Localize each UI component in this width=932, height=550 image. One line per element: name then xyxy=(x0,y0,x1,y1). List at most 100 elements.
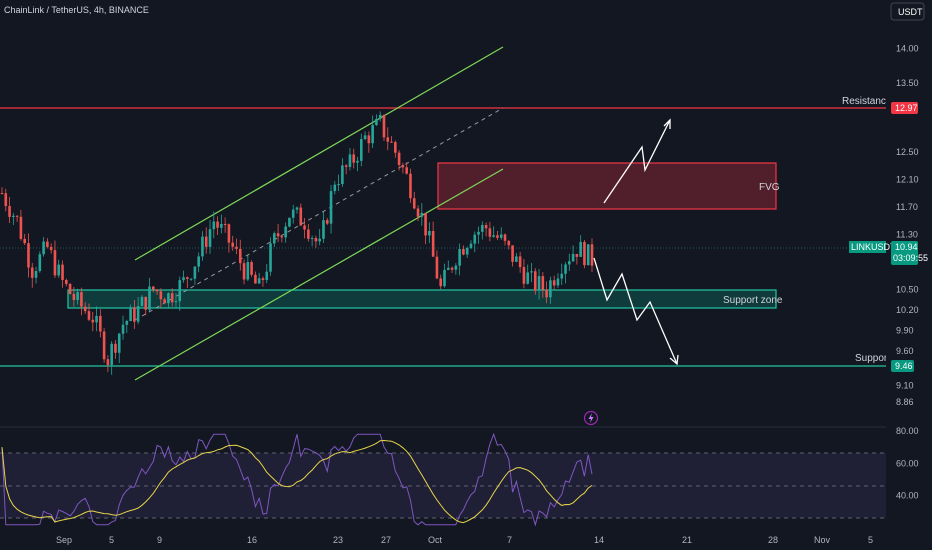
candle-body xyxy=(469,243,473,249)
candle-body xyxy=(57,264,61,276)
candle-body xyxy=(435,256,439,279)
candle-body xyxy=(208,229,212,247)
candle-body xyxy=(526,272,530,284)
candle-body xyxy=(537,276,541,291)
candle-body xyxy=(42,241,45,255)
candle-body xyxy=(299,207,303,226)
price-tick-label: 9.90 xyxy=(896,326,914,336)
candle-body xyxy=(49,246,53,251)
price-tick-label: 8.86 xyxy=(896,397,914,407)
candle-body xyxy=(216,221,219,228)
rsi-lines-group xyxy=(1,432,593,527)
candle-body xyxy=(186,277,189,279)
resistance-price-tag-text: 12.97 xyxy=(895,103,918,113)
candle-body xyxy=(549,280,552,298)
candle-body xyxy=(170,293,174,303)
candle-body xyxy=(80,292,83,307)
candle-body xyxy=(367,135,371,144)
candle-body xyxy=(220,223,223,228)
candle-body xyxy=(303,225,306,230)
candle-body xyxy=(83,306,87,312)
fvg-box[interactable] xyxy=(437,162,777,210)
candle-body xyxy=(174,301,178,303)
candle-body xyxy=(284,226,287,238)
candle-body xyxy=(46,241,49,247)
candle-body xyxy=(397,152,401,165)
time-tick-label: 5 xyxy=(109,535,114,545)
countdown-text: 03:09:55 xyxy=(893,253,928,263)
candle-body xyxy=(19,216,23,239)
bullish-projection-arrow[interactable] xyxy=(603,119,671,204)
candle-body xyxy=(193,266,197,279)
candle-body xyxy=(533,271,537,291)
price-axis[interactable] xyxy=(886,0,932,550)
candle-body xyxy=(579,241,582,257)
candle-body xyxy=(76,292,79,301)
currency-button[interactable] xyxy=(890,2,925,21)
candle-body xyxy=(450,267,454,270)
price-tick-label: 11.30 xyxy=(896,229,918,239)
channel-lower-line[interactable] xyxy=(134,168,504,381)
candle-body xyxy=(64,279,68,284)
candle-body xyxy=(322,220,325,239)
candle-body xyxy=(212,221,216,230)
candle-body xyxy=(420,213,424,217)
time-tick-label: 23 xyxy=(333,535,343,545)
resistance-label: Resistance xyxy=(842,96,892,107)
candle-body xyxy=(586,244,590,266)
time-axis-ticks: Sep 5 9 16 23 27 Oct 7 14 21 28 Nov 5 xyxy=(56,535,873,545)
candle-body xyxy=(568,261,571,265)
candle-body xyxy=(295,207,299,210)
candle-body xyxy=(30,267,34,278)
candle-body xyxy=(4,193,8,207)
candle-body xyxy=(197,256,200,267)
candle-body xyxy=(511,245,514,262)
candle-body xyxy=(34,271,38,278)
candle-body xyxy=(163,299,166,304)
support-zone-box[interactable] xyxy=(67,289,777,309)
candle-body xyxy=(499,234,503,238)
candle-body xyxy=(378,114,382,119)
price-tick-label: 10.20 xyxy=(896,305,919,315)
support-label: Support xyxy=(855,353,890,364)
candle-body xyxy=(454,265,458,270)
bearish-projection-arrow[interactable] xyxy=(593,257,678,365)
symbol-tag xyxy=(849,241,886,253)
candle-body xyxy=(344,165,348,167)
time-tick-label: 21 xyxy=(682,535,692,545)
candle-body xyxy=(552,280,556,286)
lightning-icon[interactable] xyxy=(583,410,599,426)
candle-body xyxy=(307,229,310,239)
candle-body xyxy=(38,254,42,272)
candle-body xyxy=(405,167,408,174)
time-tick-label: 16 xyxy=(247,535,257,545)
candle-body xyxy=(117,333,121,353)
candle-body xyxy=(394,142,397,153)
candle-body xyxy=(443,269,446,287)
fvg-label: FVG xyxy=(759,182,780,193)
candle-body xyxy=(371,125,374,144)
candle-body xyxy=(91,319,95,323)
candle-body xyxy=(310,238,314,240)
candle-body xyxy=(27,243,30,268)
candle-body xyxy=(590,244,594,266)
candle-body xyxy=(401,164,405,168)
candle-body xyxy=(121,324,125,334)
candle-body xyxy=(276,233,280,237)
support-price-tag xyxy=(891,360,914,372)
candle-body xyxy=(148,286,151,310)
rsi-band xyxy=(0,453,886,518)
candle-body xyxy=(110,343,113,365)
rsi-axis-ticks: 80.00 60.00 40.00 xyxy=(896,426,919,501)
symbol-tag-text: LINKUSDT xyxy=(851,242,896,252)
time-axis[interactable] xyxy=(0,530,886,550)
candle-body xyxy=(269,243,272,272)
channel-upper-line[interactable] xyxy=(134,46,504,261)
candle-body xyxy=(140,296,144,307)
candle-body xyxy=(458,249,461,266)
time-tick-label: 14 xyxy=(594,535,604,545)
candle-body xyxy=(291,209,295,218)
